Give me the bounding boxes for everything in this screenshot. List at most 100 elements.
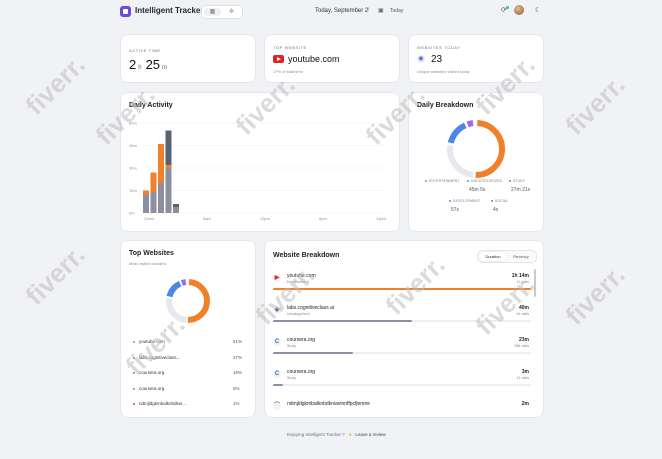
activity-bar (143, 195, 149, 213)
active-time-label: ACTIVE TIME (129, 48, 161, 53)
top-websites-card: Top Websites Most visited domains youtub… (120, 240, 256, 418)
site-duration: 40m (518, 305, 529, 311)
watermark-text: fiverr. (559, 69, 631, 141)
top-websites-subtitle: Most visited domains (129, 261, 167, 266)
app-title: Intelligent Tracker (135, 6, 204, 15)
site-duration: 2m (521, 401, 529, 407)
website-row[interactable]: ◆ labs.cognitiveclass.ai Uncategorized 40m 4… (265, 305, 543, 333)
tab-recency[interactable]: Recency (513, 254, 529, 259)
theme-moon-icon[interactable]: ☾ (535, 7, 542, 14)
daily-breakdown-title: Daily Breakdown (417, 102, 474, 109)
website-row[interactable]: ⌒ ndmjldgkmbalknbdkniavinnffpcfjemne 2m (265, 401, 543, 429)
site-category: Study (287, 344, 296, 348)
legend-time: 57s (451, 207, 460, 213)
list-scrollbar[interactable] (534, 269, 536, 297)
site-dot (133, 403, 135, 405)
y-tick-label: 30m (129, 166, 137, 171)
activity-bar (173, 207, 179, 213)
top-website-name: youtube.com (288, 54, 340, 64)
status-dot (506, 6, 509, 9)
progress-fill (273, 352, 353, 354)
legend-time: 27m 21s (511, 187, 531, 193)
legend-dot (425, 180, 427, 182)
daily-activity-title: Daily Activity (129, 102, 173, 109)
leave-review-link[interactable]: Leave a review (355, 432, 386, 437)
x-tick-label: 12pm (376, 216, 387, 221)
tab-duration[interactable]: Duration (479, 252, 507, 261)
site-percent: 1% (233, 401, 240, 406)
activity-bar (173, 204, 179, 207)
view-toggle[interactable]: ▦ ✲ (201, 5, 243, 19)
avatar[interactable] (514, 5, 524, 15)
breakdown-slice (475, 120, 505, 178)
x-tick-label: 12pm (260, 216, 271, 221)
site-dot (133, 341, 135, 343)
site-name: labs.cognitiveclass.ai (287, 305, 334, 311)
watermark-text: fiverr. (19, 49, 91, 121)
activity-bar (165, 165, 172, 168)
activity-bar (158, 144, 164, 183)
footer-text: Enjoying Intelligent Tracker ? (287, 432, 345, 437)
site-name: ndmjldgkmbalknbdkniavinnffpcfjemne (287, 401, 371, 407)
site-dot (133, 356, 135, 359)
legend-label: ENTERTAINMENT (429, 179, 460, 183)
breakdown-slice (447, 144, 474, 178)
top-websites-donut (166, 279, 210, 323)
footer: Enjoying Intelligent Tracker ? ★ Leave a… (287, 432, 386, 438)
site-visits: 11 visits (516, 280, 529, 284)
app-logo-icon (120, 6, 131, 17)
watermark-text: fiverr. (19, 239, 91, 311)
site-visits: 44 visits (516, 312, 529, 316)
legend-label: DEVELOPMENT (453, 199, 481, 203)
calendar-icon[interactable]: ▣ (378, 8, 384, 14)
legend-dot (449, 200, 451, 202)
active-time-card: ACTIVE TIME 2 h 25 m (120, 34, 256, 83)
breakdown-slice (466, 120, 474, 128)
site-category: Uncategorized (287, 312, 310, 316)
prev-day-button[interactable]: ‹ (367, 6, 370, 13)
top-websites-title: Top Websites (129, 250, 174, 257)
topsites-slice (180, 279, 187, 286)
progress-fill (273, 288, 531, 290)
star-icon: ★ (348, 432, 353, 437)
top-website-label: TOP WEBSITE (273, 45, 307, 50)
breakdown-slice (447, 122, 467, 144)
activity-bar (165, 130, 172, 165)
grid-view-icon[interactable]: ▦ (204, 8, 221, 16)
site-name: ndmjldgkmbalknbdkni... (139, 401, 187, 406)
site-favicon-icon: C (273, 338, 281, 346)
daily-activity-chart: 0m 15m 30m 45m 60m 12am 6am 12pm 6pm 12pm (129, 121, 387, 221)
site-percent: 27% (233, 354, 243, 360)
legend-time: 4s (493, 207, 499, 213)
site-name: youtube.com (139, 339, 165, 344)
topsites-slice (166, 297, 187, 323)
activity-bar (150, 192, 157, 213)
legend-label: STUDY (513, 179, 526, 183)
activity-bar (143, 190, 149, 195)
site-percent: 51% (233, 339, 243, 344)
site-favicon-icon: C (273, 370, 281, 378)
activity-bar (158, 183, 164, 213)
website-row[interactable]: ▶ youtube.com Entertainment 1h 14m 11 visits (265, 273, 543, 301)
topsites-slice (187, 279, 210, 323)
site-duration: 1h 14m (511, 273, 529, 279)
legend-dot (467, 180, 469, 182)
legend-dot (491, 200, 493, 202)
websites-today-count: 23 (431, 54, 443, 65)
settings-icon[interactable]: ✲ (228, 9, 235, 15)
progress-track (273, 384, 531, 386)
site-visits: 286 visits (514, 344, 529, 348)
websites-today-sub: Unique websites visited today (417, 69, 470, 74)
refresh-icon[interactable]: ⟳ (501, 7, 507, 14)
site-favicon-icon: ◆ (273, 306, 281, 314)
site-name: coursera.org (139, 385, 165, 391)
progress-fill (273, 320, 413, 322)
site-duration: 3m (521, 369, 529, 375)
websites-today-label: WEBSITES TODAY (417, 45, 461, 50)
x-tick-label: 6am (203, 216, 211, 221)
site-percent: 5% (233, 385, 240, 391)
current-date: Today, September 2 (315, 8, 369, 14)
today-button[interactable]: Today (390, 8, 404, 14)
